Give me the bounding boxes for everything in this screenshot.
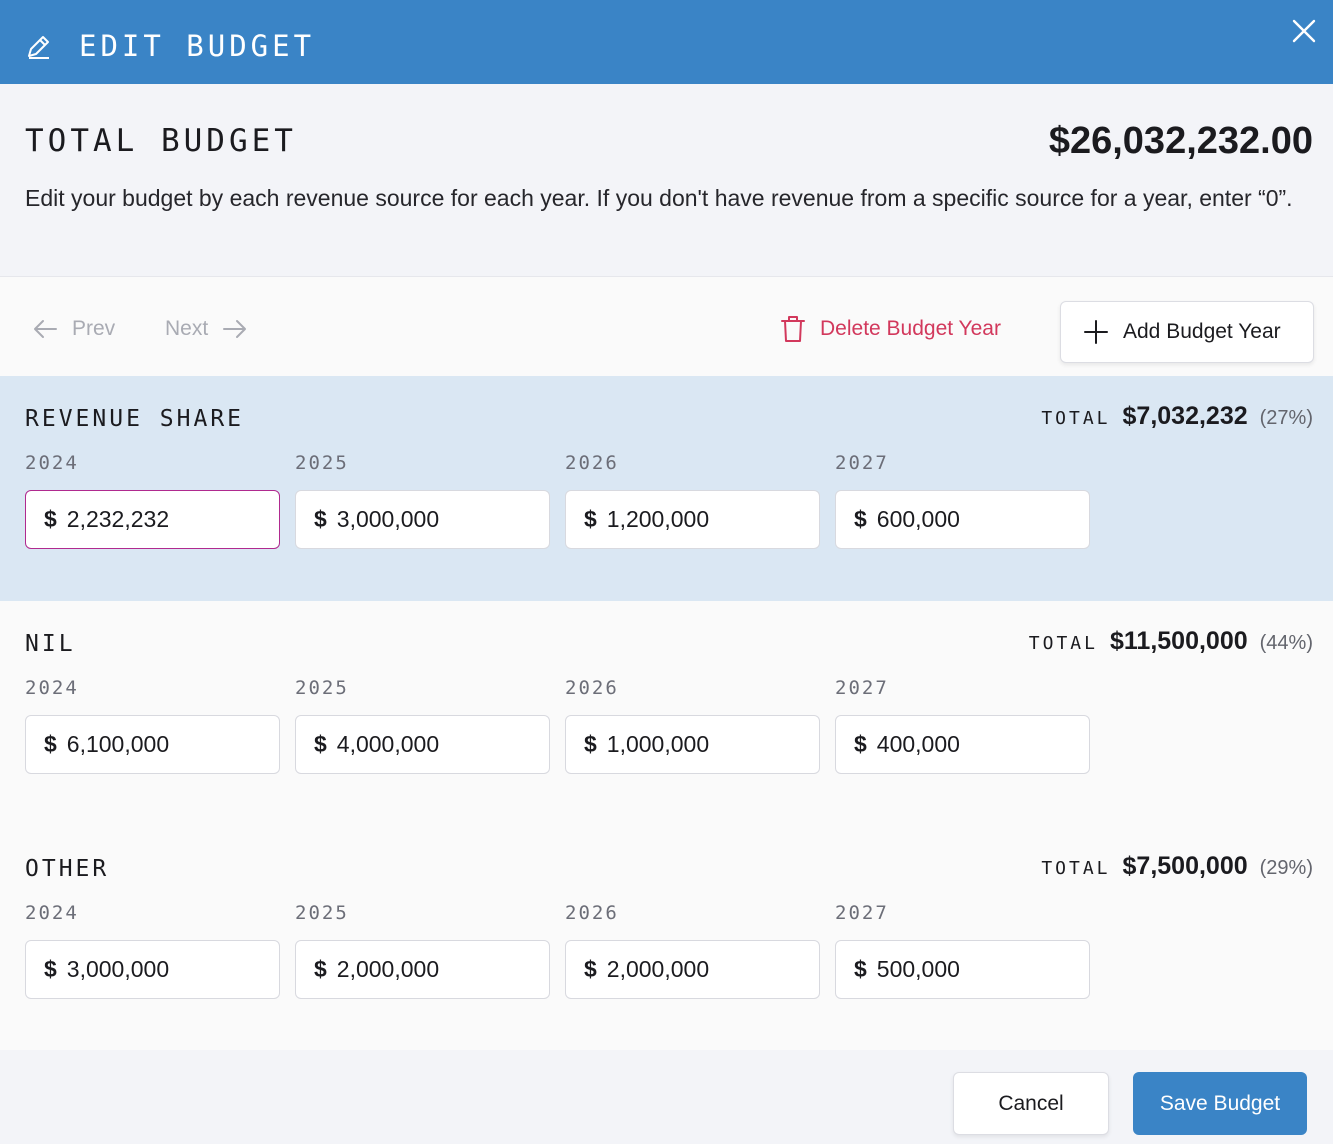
year-label: 2026 [565,902,619,924]
amount-value: 2,000,000 [606,956,710,982]
currency-symbol: $ [44,956,57,982]
pencil-icon [28,36,49,59]
year-label: 2024 [25,452,79,474]
next-label: Next [165,317,209,340]
currency-symbol: $ [854,731,867,757]
section-total: TOTAL $7,032,232 (27%) [1041,402,1313,431]
year-label: 2025 [295,902,349,924]
currency-symbol: $ [584,731,597,757]
section-total-label: TOTAL [1041,408,1111,429]
year-toolbar: Prev Next Delete Budget Year Add Budget … [0,276,1333,376]
revenue-share-section: REVENUE SHARE TOTAL $7,032,232 (27%) 202… [0,376,1333,601]
currency-symbol: $ [44,506,57,532]
section-total: TOTAL $7,500,000 (29%) [1041,852,1313,881]
currency-symbol: $ [584,956,597,982]
section-total-percent: (29%) [1259,857,1313,879]
modal-footer: Cancel Save Budget [0,1050,1333,1144]
amount-value: 4,000,000 [336,731,440,757]
next-button[interactable]: Next [165,317,248,341]
amount-value: 2,000,000 [336,956,440,982]
year-label: 2025 [295,452,349,474]
amount-value: 400,000 [876,731,960,757]
amount-value: 3,000,000 [66,956,170,982]
nil-section: NIL TOTAL $11,500,000 (44%) 2024 2025 20… [0,601,1333,826]
prev-button[interactable]: Prev [32,317,115,341]
currency-symbol: $ [314,506,327,532]
amount-input[interactable]: $ 3,000,000 [295,490,550,549]
amount-input[interactable]: $ 2,000,000 [565,940,820,999]
year-label: 2024 [25,677,79,699]
add-budget-year-label: Add Budget Year [1123,320,1281,343]
save-budget-button[interactable]: Save Budget [1133,1072,1307,1135]
section-total-value: $11,500,000 [1109,627,1248,655]
amount-input[interactable]: $ 1,200,000 [565,490,820,549]
amount-value: 1,000,000 [606,731,710,757]
budget-description: Edit your budget by each revenue source … [25,185,1293,211]
trash-icon [781,316,805,342]
section-total-percent: (44%) [1259,632,1313,654]
amount-value: 3,000,000 [336,506,440,532]
currency-symbol: $ [854,956,867,982]
other-section: OTHER TOTAL $7,500,000 (29%) 2024 2025 2… [0,826,1333,1050]
amount-input[interactable]: $ 600,000 [835,490,1090,549]
currency-symbol: $ [44,731,57,757]
section-total: TOTAL $11,500,000 (44%) [1029,627,1313,656]
arrow-right-icon [223,320,247,338]
section-total-value: $7,032,232 [1122,402,1248,430]
year-label: 2026 [565,452,619,474]
section-total-label: TOTAL [1028,633,1098,654]
amount-input[interactable]: $ 4,000,000 [295,715,550,774]
amount-input[interactable]: $ 500,000 [835,940,1090,999]
amount-value: 1,200,000 [606,506,710,532]
budget-summary [0,84,1333,276]
section-total-percent: (27%) [1259,407,1313,429]
currency-symbol: $ [854,506,867,532]
amount-value: 2,232,232 [66,506,170,532]
currency-symbol: $ [314,731,327,757]
amount-value: 6,100,000 [66,731,170,757]
delete-budget-year-button[interactable]: Delete Budget Year [780,315,1001,343]
section-total-label: TOTAL [1041,858,1111,879]
year-label: 2025 [295,677,349,699]
cancel-button[interactable]: Cancel [953,1072,1109,1135]
year-label: 2027 [835,677,889,699]
close-icon[interactable] [1287,14,1321,48]
add-budget-year-button[interactable]: Add Budget Year [1060,301,1314,363]
arrow-left-icon [34,320,57,338]
total-budget-label: TOTAL BUDGET [25,123,297,159]
year-label: 2027 [835,452,889,474]
year-label: 2024 [25,902,79,924]
amount-input[interactable]: $ 3,000,000 [25,940,280,999]
modal-title: EDIT BUDGET [79,29,316,63]
amount-input[interactable]: $ 1,000,000 [565,715,820,774]
plus-icon [1084,320,1108,344]
amount-input[interactable]: $ 400,000 [835,715,1090,774]
prev-label: Prev [72,317,116,340]
section-total-value: $7,500,000 [1122,852,1248,880]
amount-input[interactable]: $ 2,232,232 [25,490,280,549]
amount-value: 500,000 [876,956,960,982]
section-title: OTHER [25,856,110,882]
amount-input[interactable]: $ 2,000,000 [295,940,550,999]
amount-input[interactable]: $ 6,100,000 [25,715,280,774]
year-label: 2027 [835,902,889,924]
year-label: 2026 [565,677,619,699]
section-title: NIL [25,631,76,657]
currency-symbol: $ [314,956,327,982]
section-title: REVENUE SHARE [25,406,245,432]
amount-value: 600,000 [876,506,960,532]
modal-header: EDIT BUDGET [0,0,1333,84]
delete-budget-year-label: Delete Budget Year [820,317,1001,340]
total-budget-value: $26,032,232.00 [1048,120,1313,162]
currency-symbol: $ [584,506,597,532]
